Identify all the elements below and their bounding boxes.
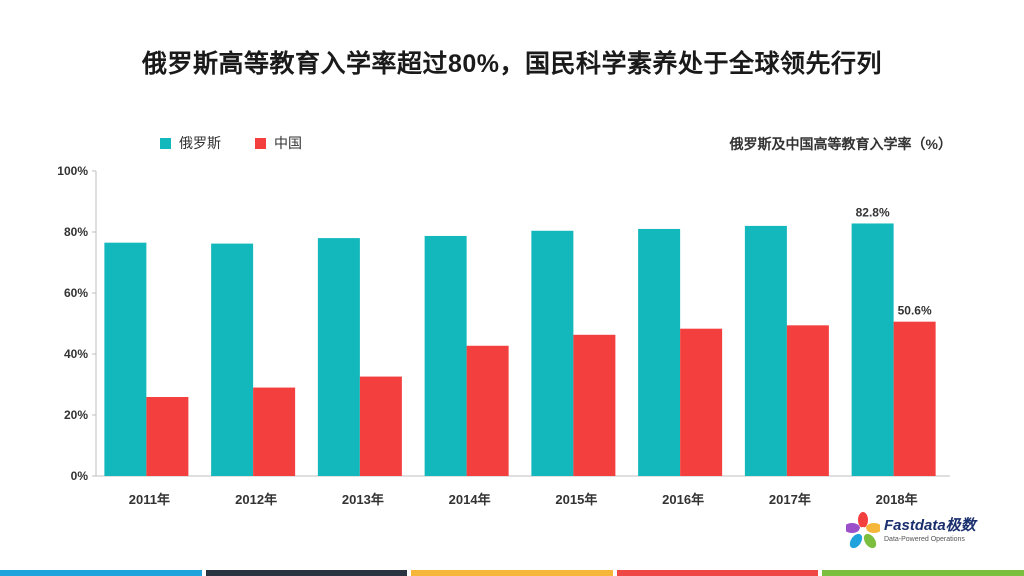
bar-china bbox=[680, 328, 723, 476]
bar-russia bbox=[104, 242, 147, 476]
bottom-bar-segment bbox=[411, 570, 613, 576]
x-tick-label: 2017年 bbox=[769, 492, 811, 507]
bar-russia bbox=[851, 223, 894, 476]
bar-china bbox=[466, 345, 509, 476]
bar-russia bbox=[744, 225, 787, 476]
chart-subtitle: 俄罗斯及中国高等教育入学率（%） bbox=[729, 136, 952, 152]
bottom-bar-segment bbox=[616, 570, 819, 576]
x-tick-label: 2012年 bbox=[235, 492, 277, 507]
x-tick-label: 2018年 bbox=[876, 492, 918, 507]
flower-logo-icon bbox=[844, 512, 882, 549]
bar-china bbox=[893, 321, 936, 476]
legend-swatch-china bbox=[255, 137, 266, 149]
bar-china bbox=[573, 334, 616, 476]
data-label: 82.8% bbox=[856, 205, 890, 219]
bottom-color-bar bbox=[0, 570, 1024, 576]
x-tick-label: 2015年 bbox=[555, 492, 597, 507]
x-tick-label: 2014年 bbox=[449, 492, 491, 507]
bar-russia bbox=[638, 228, 681, 476]
logo-tagline: Data-Powered Operations bbox=[884, 536, 965, 543]
bar-russia bbox=[211, 243, 254, 476]
bottom-bar-segment bbox=[822, 570, 1024, 576]
y-tick-label: 0% bbox=[71, 469, 89, 483]
bottom-bar-segment bbox=[205, 570, 408, 576]
y-tick-label: 20% bbox=[64, 408, 88, 422]
y-tick-label: 100% bbox=[57, 164, 88, 178]
logo-name: Fastdata极数 bbox=[884, 517, 976, 534]
y-tick-label: 40% bbox=[64, 347, 88, 361]
page-title: 俄罗斯高等教育入学率超过80%，国民科学素养处于全球领先行列 bbox=[141, 50, 883, 78]
bar-russia bbox=[424, 235, 467, 476]
y-tick-label: 80% bbox=[64, 225, 88, 239]
brand-logo: Fastdata极数 Data-Powered Operations bbox=[844, 512, 996, 556]
legend-swatch-russia bbox=[160, 137, 171, 149]
bar-russia bbox=[317, 238, 360, 476]
x-tick-label: 2011年 bbox=[129, 492, 170, 507]
chart-legend: 俄罗斯 中国 bbox=[160, 133, 302, 153]
legend-item-russia: 俄罗斯 bbox=[160, 133, 221, 153]
bar-russia bbox=[531, 230, 574, 476]
x-tick-label: 2016年 bbox=[662, 492, 704, 507]
x-tick-label: 2013年 bbox=[342, 492, 384, 507]
data-label: 50.6% bbox=[898, 304, 932, 318]
bar-china bbox=[359, 376, 402, 476]
bar-china bbox=[253, 387, 296, 476]
bar-china bbox=[146, 397, 189, 476]
bar-china bbox=[786, 325, 829, 476]
legend-item-china: 中国 bbox=[255, 133, 302, 153]
y-tick-label: 60% bbox=[64, 286, 88, 300]
legend-label-russia: 俄罗斯 bbox=[179, 135, 221, 151]
bottom-bar-segment bbox=[0, 570, 202, 576]
legend-label-china: 中国 bbox=[274, 135, 302, 151]
